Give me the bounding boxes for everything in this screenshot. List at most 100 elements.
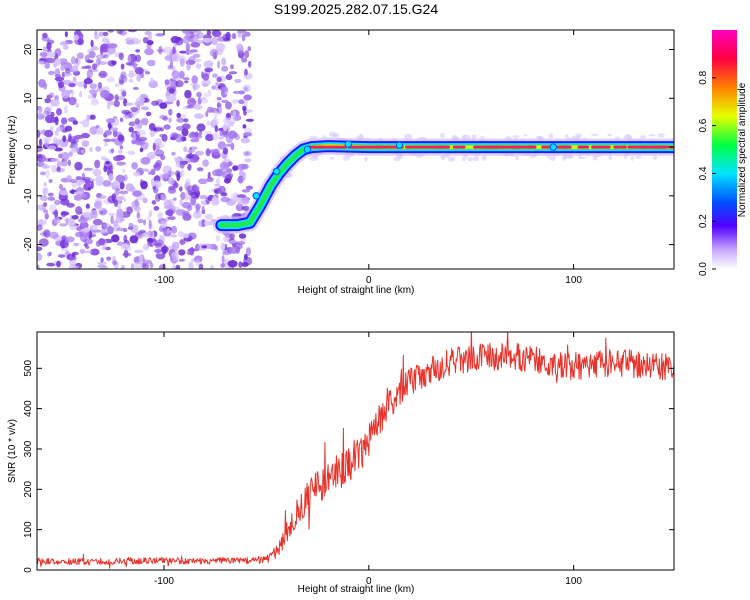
ridge-bump bbox=[303, 145, 312, 154]
noise-blob bbox=[198, 131, 203, 135]
ridge-halo-blob bbox=[393, 156, 401, 162]
noise-blob bbox=[83, 238, 94, 245]
noise-blob bbox=[169, 88, 175, 94]
noise-blob bbox=[245, 185, 253, 190]
noise-blob bbox=[69, 179, 78, 183]
noise-blob bbox=[241, 33, 246, 42]
noise-blob bbox=[56, 108, 62, 116]
noise-blob bbox=[68, 82, 76, 88]
noise-blob bbox=[106, 76, 115, 83]
noise-blob bbox=[40, 195, 48, 202]
noise-blob bbox=[238, 90, 245, 95]
noise-blob bbox=[153, 127, 157, 132]
noise-blob bbox=[245, 109, 253, 113]
noise-blob bbox=[160, 245, 169, 253]
ridge-halo-blob bbox=[342, 154, 350, 161]
noise-blob bbox=[38, 107, 43, 113]
noise-blob bbox=[120, 264, 125, 269]
ridge-halo-blob bbox=[625, 134, 631, 137]
noise-blob bbox=[49, 231, 59, 239]
noise-blob bbox=[239, 169, 244, 178]
noise-blob bbox=[110, 138, 116, 143]
noise-blob bbox=[185, 42, 191, 51]
noise-blob bbox=[229, 246, 239, 254]
noise-blob bbox=[201, 219, 206, 227]
noise-blob bbox=[222, 33, 230, 42]
ridge-halo-blob bbox=[548, 133, 554, 139]
noise-blob bbox=[91, 89, 99, 93]
noise-blob bbox=[108, 212, 116, 216]
noise-blob bbox=[114, 188, 120, 196]
noise-blob bbox=[98, 70, 108, 79]
noise-blob bbox=[46, 42, 52, 50]
noise-blob bbox=[72, 252, 76, 257]
noise-blob bbox=[167, 177, 175, 185]
noise-blob bbox=[140, 74, 144, 79]
noise-blob bbox=[50, 98, 60, 107]
noise-blob bbox=[168, 117, 172, 123]
noise-blob bbox=[236, 194, 247, 198]
noise-blob bbox=[221, 255, 225, 264]
noise-blob bbox=[86, 114, 90, 122]
noise-blob bbox=[87, 94, 94, 100]
noise-blob bbox=[201, 205, 205, 214]
noise-blob bbox=[140, 180, 148, 190]
ridge-halo-blob bbox=[579, 157, 587, 159]
colorbar-tick-label: 0.6 bbox=[698, 118, 709, 132]
noise-blob bbox=[163, 124, 171, 130]
noise-blob bbox=[73, 242, 80, 247]
ridge-halo-blob bbox=[635, 155, 642, 159]
noise-blob bbox=[137, 218, 144, 224]
noise-blob bbox=[212, 73, 218, 78]
noise-blob bbox=[58, 58, 68, 65]
noise-blob bbox=[85, 203, 90, 209]
noise-blob bbox=[171, 241, 180, 251]
noise-blob bbox=[101, 246, 108, 251]
noise-blob bbox=[48, 179, 53, 183]
noise-blob bbox=[92, 218, 103, 226]
noise-blob bbox=[69, 89, 74, 94]
noise-blob bbox=[245, 247, 252, 256]
noise-blob bbox=[209, 48, 218, 57]
noise-blob bbox=[245, 118, 254, 122]
noise-blob bbox=[106, 256, 112, 261]
noise-blob bbox=[113, 100, 120, 108]
noise-blob bbox=[134, 118, 140, 125]
noise-blob bbox=[218, 136, 225, 140]
noise-blob bbox=[189, 146, 198, 150]
noise-blob bbox=[153, 206, 160, 211]
noise-blob bbox=[86, 69, 94, 79]
noise-blob bbox=[240, 137, 251, 144]
noise-blob bbox=[132, 132, 137, 142]
noise-blob bbox=[127, 150, 136, 155]
noise-blob bbox=[182, 35, 190, 44]
noise-blob bbox=[174, 157, 180, 162]
noise-blob bbox=[103, 160, 113, 170]
noise-blob bbox=[212, 132, 219, 141]
noise-blob bbox=[220, 192, 228, 197]
spectrogram-x-axis: -100 0 100 bbox=[154, 30, 582, 286]
noise-blob bbox=[214, 125, 218, 133]
noise-blob bbox=[193, 104, 203, 110]
noise-blob bbox=[196, 91, 202, 98]
spectrogram-noise-field bbox=[37, 30, 254, 269]
noise-blob bbox=[45, 169, 50, 179]
noise-blob bbox=[231, 33, 237, 40]
noise-blob bbox=[74, 161, 83, 171]
noise-blob bbox=[81, 65, 87, 70]
noise-blob bbox=[159, 102, 168, 109]
noise-blob bbox=[56, 166, 61, 172]
noise-blob bbox=[42, 32, 48, 39]
noise-blob bbox=[171, 151, 176, 156]
noise-blob bbox=[75, 179, 85, 185]
noise-blob bbox=[60, 63, 65, 72]
noise-blob bbox=[177, 231, 185, 238]
noise-blob bbox=[202, 83, 209, 87]
noise-blob bbox=[170, 234, 178, 238]
y-tick-label: 200 bbox=[23, 481, 34, 498]
noise-blob bbox=[221, 57, 227, 66]
noise-blob bbox=[187, 232, 197, 240]
noise-blob bbox=[195, 185, 200, 192]
noise-blob bbox=[57, 254, 66, 258]
noise-blob bbox=[199, 194, 208, 200]
